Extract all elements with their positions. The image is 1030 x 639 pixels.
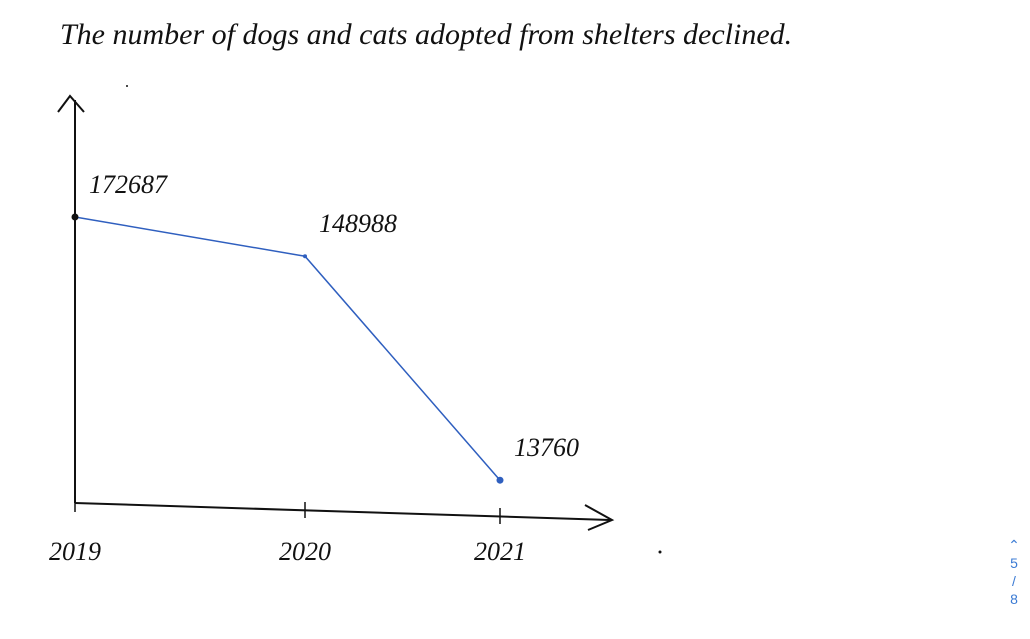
axes: [57, 94, 615, 531]
pager: ⌃ 5 / 8: [1002, 536, 1026, 608]
point: [496, 476, 504, 484]
pager-up[interactable]: ⌃: [1008, 537, 1020, 553]
point: [71, 213, 79, 221]
y-axis-arrow: [57, 94, 85, 113]
dot: [658, 550, 662, 554]
line: [74, 216, 501, 481]
x-axis: [74, 502, 611, 521]
pager-total: 8: [1010, 591, 1018, 607]
dot: [126, 85, 128, 87]
data-label: 13760: [514, 433, 579, 462]
pager-separator: /: [1012, 573, 1016, 589]
x-tick-label: 2019: [49, 537, 101, 566]
data-label: 172687: [89, 170, 168, 199]
x-tick-label: 2021: [474, 537, 526, 566]
x-axis-arrow: [584, 504, 615, 531]
point: [303, 254, 307, 259]
chart-title: The number of dogs and cats adopted from…: [60, 18, 792, 51]
data-label: 148988: [319, 209, 397, 238]
pager-current: 5: [1010, 555, 1018, 571]
x-tick-label: 2020: [279, 537, 331, 566]
